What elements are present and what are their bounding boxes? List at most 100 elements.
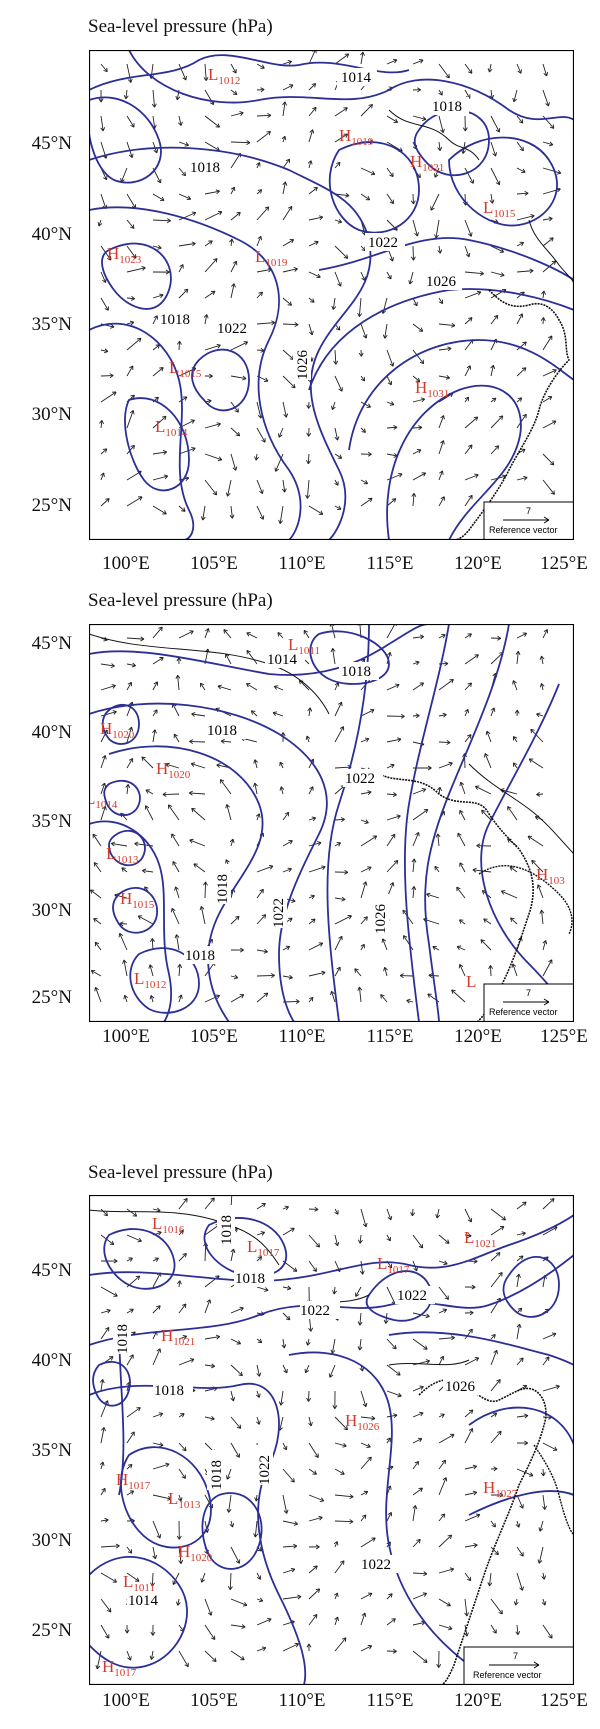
wind-vector	[412, 449, 422, 455]
center-type: H	[415, 378, 427, 397]
center-type: L	[377, 1254, 387, 1273]
lon-label: 105°E	[190, 1026, 238, 1047]
wind-vector	[542, 1624, 553, 1639]
wind-vector	[360, 427, 366, 433]
wind-vector-head	[312, 1614, 318, 1619]
wind-vector-head	[434, 234, 439, 239]
wind-vector	[334, 193, 350, 197]
wind-vector	[501, 890, 518, 899]
wind-vector-head	[469, 1310, 474, 1316]
wind-vector-head	[370, 708, 375, 714]
wind-vector-head	[334, 1210, 339, 1215]
wind-vector-head	[93, 862, 99, 867]
wind-vector	[255, 1494, 258, 1502]
wind-vector	[542, 1385, 560, 1392]
wind-vector	[426, 893, 440, 899]
wind-vector-head	[313, 186, 318, 192]
wind-vector-head	[448, 1625, 453, 1631]
wind-vector	[226, 1468, 232, 1480]
wind-vector	[227, 479, 232, 497]
wind-vector	[126, 63, 132, 83]
wind-vector-head	[150, 1631, 156, 1636]
wind-vector-head	[349, 1519, 354, 1525]
wind-vector	[403, 935, 414, 951]
wind-vector-head	[439, 470, 444, 475]
isobar-labels: 1014 1018 1018 1018 1018 1022 1022 1026	[184, 650, 389, 964]
wind-vector	[256, 349, 265, 352]
wind-vector-head	[556, 169, 562, 175]
wind-vector	[204, 1598, 212, 1616]
wind-vector-head	[318, 510, 324, 515]
wind-vector-head	[459, 919, 464, 924]
wind-vector-head	[314, 1453, 319, 1458]
wind-vector	[189, 740, 206, 743]
wind-vector	[490, 315, 499, 325]
wind-vector-head	[128, 726, 134, 732]
wind-vector-head	[256, 1420, 261, 1425]
wind-vector-head	[129, 1354, 134, 1359]
wind-vector-head	[212, 490, 218, 496]
wind-vector	[488, 63, 492, 73]
wind-vector-head	[389, 362, 395, 367]
wind-vector	[178, 288, 189, 299]
wind-vector	[178, 1413, 185, 1418]
center-value: 1020	[112, 729, 135, 741]
wind-vector-head	[548, 1634, 553, 1639]
wind-vector	[464, 1572, 472, 1582]
wind-vector	[438, 297, 444, 304]
wind-vector-head	[519, 1357, 524, 1362]
reference-vector-value: 7	[513, 1651, 518, 1661]
wind-vector-head	[260, 1231, 266, 1236]
wind-vector-head	[166, 218, 171, 224]
wind-vector-head	[413, 301, 418, 307]
wind-vector-head	[468, 494, 473, 500]
wind-vector-head	[440, 128, 445, 133]
wind-vector-head	[189, 838, 194, 844]
wind-vector	[512, 963, 518, 977]
wind-vector	[178, 396, 188, 403]
wind-vector	[230, 1416, 242, 1429]
map-frame	[89, 50, 574, 540]
wind-vector-head	[313, 1565, 318, 1570]
wind-vector	[516, 141, 524, 152]
wind-vector	[150, 995, 154, 1003]
wind-vector-head	[337, 454, 343, 459]
wind-vector	[516, 448, 526, 455]
wind-vector	[451, 989, 466, 1003]
wind-vector-head	[539, 909, 545, 914]
wind-vector	[230, 153, 241, 169]
wind-vector-head	[334, 481, 339, 486]
wind-vector-head	[467, 734, 472, 739]
wind-vector-head	[499, 248, 505, 253]
wind-vector	[412, 398, 425, 403]
wind-vector-head	[334, 1592, 339, 1597]
wind-vector	[464, 1328, 473, 1340]
wind-vector-head	[492, 152, 497, 157]
wind-vector-head	[210, 1197, 215, 1202]
wind-vector-head	[494, 1550, 499, 1556]
wind-vector-head	[419, 634, 425, 640]
coastline	[388, 109, 574, 540]
center-value: 1019	[265, 257, 288, 269]
wind-vector-head	[349, 1494, 354, 1499]
wind-vector	[490, 1546, 499, 1556]
lat-label: 45°N	[31, 633, 72, 654]
wind-vector	[230, 1390, 234, 1402]
wind-vector-head	[232, 260, 238, 266]
wind-vector	[516, 1520, 520, 1528]
wind-vector-head	[360, 51, 365, 56]
wind-vector-head	[258, 1597, 264, 1603]
wind-vector	[437, 833, 440, 847]
wind-vector-head	[519, 1552, 524, 1557]
wind-vector-head	[415, 832, 420, 837]
wind-vector	[126, 445, 135, 455]
wind-vector	[100, 498, 110, 507]
wind-vector-head	[354, 968, 359, 973]
wind-vector-head	[524, 1413, 529, 1419]
wind-vector	[308, 50, 316, 65]
wind-vector	[126, 1208, 137, 1217]
wind-vector	[151, 1572, 154, 1587]
wind-vector-head	[156, 1348, 162, 1353]
wind-vector-head	[130, 123, 135, 128]
wind-vector	[256, 1256, 262, 1262]
